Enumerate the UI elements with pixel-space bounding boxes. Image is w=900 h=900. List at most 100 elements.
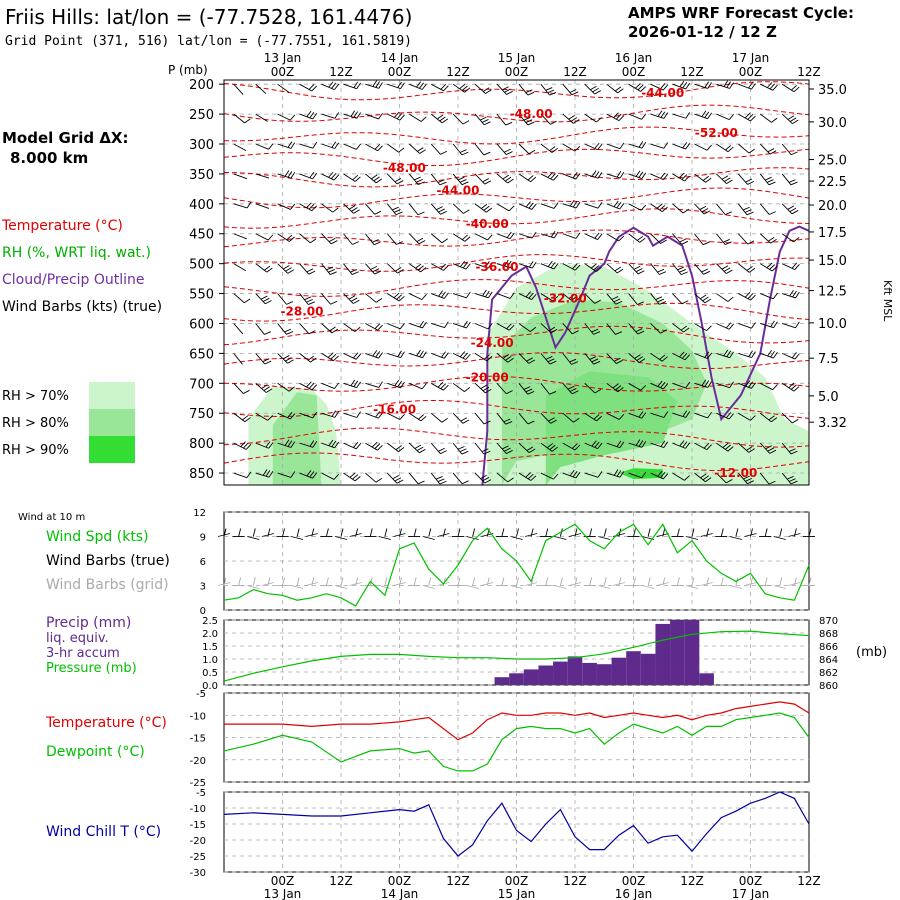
windchill-legend: Wind Chill T (°C) xyxy=(46,824,161,840)
wind-barb xyxy=(606,200,625,210)
pressure-tick-label: 650 xyxy=(189,347,214,362)
wind-barb xyxy=(518,412,535,425)
true-wind-barb xyxy=(793,528,797,537)
true-wind-barb xyxy=(291,536,304,540)
wind-barb xyxy=(782,352,800,360)
wind-barb xyxy=(299,323,316,335)
wind-barb xyxy=(299,353,317,363)
grid-wind-barb xyxy=(472,577,476,586)
precip-bar xyxy=(538,665,554,685)
wind-barb xyxy=(277,263,294,274)
wind-barb xyxy=(759,233,777,244)
rh-region xyxy=(618,468,663,479)
true-wind-barb xyxy=(355,528,359,537)
wind-barb xyxy=(255,143,274,150)
pressure-tick-label: 300 xyxy=(189,138,214,153)
wind-barb xyxy=(694,263,711,275)
wind-barb xyxy=(255,293,272,305)
wind-barb xyxy=(277,412,296,420)
wind-barb xyxy=(496,203,515,212)
wind-barb xyxy=(408,203,425,216)
wind-barb xyxy=(299,293,315,305)
bottom-hour-label: 00Z xyxy=(622,874,646,888)
wind-barb xyxy=(584,353,601,365)
wind-barb xyxy=(650,440,669,448)
wind-barb xyxy=(650,233,667,244)
grid-wind-barb xyxy=(291,585,304,589)
wind-barb xyxy=(628,471,647,479)
wind-barb xyxy=(694,442,712,451)
wind-barb xyxy=(760,293,778,300)
wind-speed-line xyxy=(223,523,810,607)
temperature-label: -20.00 xyxy=(466,370,509,384)
wind-barb xyxy=(694,411,713,419)
grid-wind-barb xyxy=(706,577,710,586)
wind-barb xyxy=(562,383,579,395)
grid-wind-barb xyxy=(311,577,315,586)
wind-barb xyxy=(408,233,426,245)
cycle-label: AMPS WRF Forecast Cycle: xyxy=(628,4,854,22)
true-wind-barb xyxy=(340,528,344,537)
wind-barb xyxy=(694,173,712,183)
wind-barb xyxy=(628,83,646,92)
wind-barb xyxy=(496,353,514,363)
wind-barb xyxy=(408,442,426,454)
temperature-label: -48.00 xyxy=(383,161,426,175)
wind-barb xyxy=(694,110,713,120)
wind-barb xyxy=(540,472,559,480)
wind-barb xyxy=(672,263,688,276)
wind-barb xyxy=(277,293,294,305)
top-time-axis: 00Z 12Z 00Z 12Z 00Z 12Z 00Z 12Z 00Z 12Z 13 Jan 14 J… xyxy=(264,51,821,79)
grid-wind-barb xyxy=(457,577,461,586)
wind-barb xyxy=(782,289,800,299)
windchill-tick-label: -25 xyxy=(190,852,206,863)
precip-bar xyxy=(509,673,524,685)
wind-barb xyxy=(299,110,318,120)
wind-barb xyxy=(716,381,734,389)
wind-barb xyxy=(562,113,580,124)
wind-barb xyxy=(343,293,360,304)
true-wind-barb xyxy=(442,528,446,537)
wind-barb xyxy=(233,471,252,479)
wind-barb xyxy=(540,230,559,239)
wind-barb xyxy=(672,410,691,418)
wind-barb xyxy=(387,323,405,330)
wind-barb xyxy=(628,263,645,275)
temp-legend-1: Temperature (°C) xyxy=(45,715,167,731)
grid-wind-barb xyxy=(486,577,490,586)
wind-barb xyxy=(781,442,798,455)
wind-barb xyxy=(255,469,274,478)
wind-barb xyxy=(606,83,624,94)
top-hour-label: 12Z xyxy=(329,65,353,79)
wind-barb xyxy=(738,350,756,358)
rh-region xyxy=(272,392,322,485)
wind-barb xyxy=(562,293,580,303)
wind-barb xyxy=(518,291,537,300)
wind-barb xyxy=(650,83,669,91)
true-wind-barb xyxy=(378,536,391,540)
wind-legend-3: Wind Barbs (grid) xyxy=(46,577,169,593)
wind-panel: 0 3 6 9 12 Wind Spd (kts) Wind Barbs (true) Win… xyxy=(46,508,815,617)
bottom-hour-label: 12Z xyxy=(680,874,704,888)
top-date-label: 13 Jan xyxy=(264,51,302,65)
grid-wind-barb xyxy=(720,577,724,586)
wind-barb xyxy=(321,472,340,480)
grid-wind-barb xyxy=(296,577,300,586)
bottom-hour-label: 12Z xyxy=(446,874,470,888)
grid-wind-barb xyxy=(773,585,786,589)
wind-barb xyxy=(518,353,536,364)
wind-barb xyxy=(562,83,579,96)
grid-wind-barb xyxy=(340,577,344,586)
wind-barb xyxy=(606,263,624,274)
wind-barb xyxy=(781,262,800,271)
wind-barb xyxy=(233,173,248,180)
top-hour-label: 00Z xyxy=(388,65,412,79)
pressure-tick-label: 200 xyxy=(189,78,214,93)
wind-barb xyxy=(343,411,361,418)
wind-barb xyxy=(540,260,559,270)
grid-wind-barb xyxy=(559,577,563,586)
wind-barb xyxy=(277,83,290,93)
pressure-tick-label: 600 xyxy=(189,317,214,332)
wind-barb xyxy=(584,263,602,273)
wind-barb xyxy=(518,231,537,239)
